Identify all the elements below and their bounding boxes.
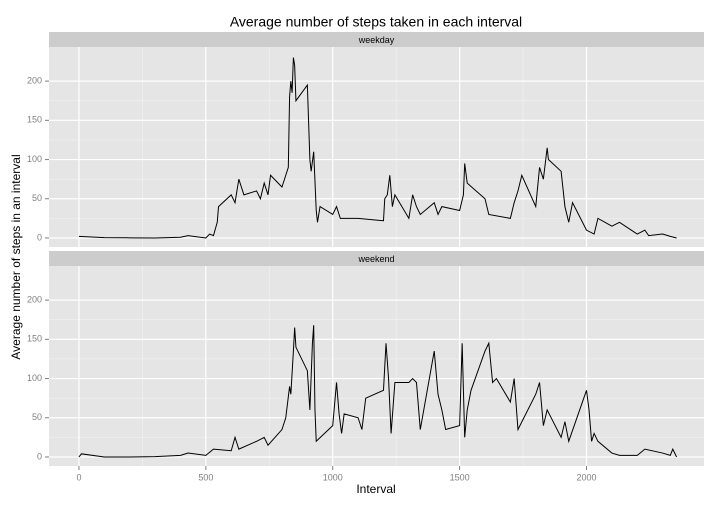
panel-background [49,47,704,247]
x-axis-label: Interval [356,482,395,496]
chart-title: Average number of steps taken in each in… [230,14,522,30]
y-tick-label: 150 [27,115,42,125]
x-tick-label: 500 [198,472,213,482]
y-tick-label: 0 [37,451,42,461]
panel-background [49,266,704,466]
data-line [78,325,678,458]
y-tick-label: 100 [27,373,42,383]
y-tick-label: 150 [27,334,42,344]
facet-label: weekend [357,254,394,264]
data-line [78,57,677,239]
y-tick-label: 100 [27,154,42,164]
x-tick-label: 1500 [450,472,470,482]
facet-label: weekday [358,35,395,45]
y-tick-label: 50 [32,193,42,203]
y-tick-label: 200 [27,294,42,304]
y-tick-label: 200 [27,75,42,85]
x-tick-label: 0 [76,472,81,482]
y-tick-label: 0 [37,232,42,242]
facet-strip [49,32,704,47]
y-tick-label: 50 [32,412,42,422]
x-tick-label: 1000 [323,472,343,482]
x-tick-label: 2000 [576,472,596,482]
y-axis-label: Average number of steps in an interval [9,154,23,359]
facet-strip [49,251,704,266]
